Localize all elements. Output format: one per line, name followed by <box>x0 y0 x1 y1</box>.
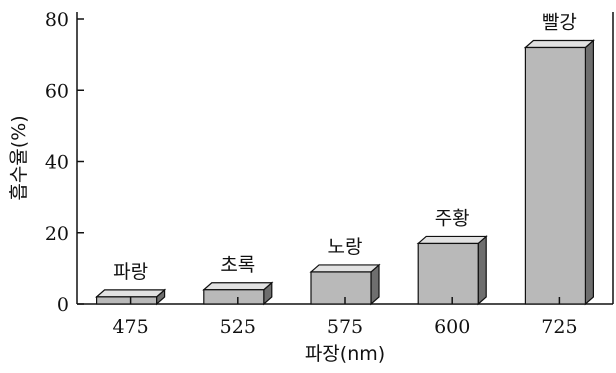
bar <box>416 235 488 306</box>
y-axis-title: 흡수율(%) <box>8 115 30 200</box>
bar-front-face <box>417 242 479 305</box>
bar-top-face <box>202 282 274 291</box>
bar-front-face <box>95 296 158 305</box>
bar-front-face <box>310 271 372 305</box>
x-axis-title: 파장(nm) <box>305 343 385 365</box>
bar-front-face <box>203 289 265 305</box>
x-tick-label: 475 <box>112 316 148 338</box>
bar-top-face <box>309 264 381 273</box>
x-tick-label: 725 <box>541 316 577 338</box>
bar <box>95 288 167 306</box>
y-ticks: 0 20 40 60 80 <box>45 9 84 316</box>
bar-top-face <box>523 39 595 49</box>
bar-color-label: 초록 <box>220 254 255 276</box>
bar <box>309 263 381 306</box>
x-tick-label: 575 <box>327 316 363 338</box>
bars: 파랑 초록 노랑 주황 빨강 <box>95 12 595 306</box>
bar <box>202 281 274 306</box>
bar-color-label: 주황 <box>435 207 470 229</box>
plot-area: 0 20 40 60 80 파랑 초록 노랑 주황 빨강 475 525 575 600 725 <box>45 9 614 338</box>
y-tick-label: 60 <box>45 80 69 102</box>
x-tick-label: 600 <box>434 316 470 338</box>
y-tick-label: 0 <box>57 294 69 316</box>
bar-side-face <box>477 235 487 306</box>
y-tick-label: 20 <box>45 223 69 245</box>
bar-color-label: 파랑 <box>113 261 148 283</box>
y-tick-label: 80 <box>45 9 69 31</box>
bar-top-face <box>95 289 167 298</box>
bar-top-face <box>416 235 488 245</box>
bar-color-label: 빨강 <box>542 12 577 34</box>
bar-color-label: 노랑 <box>328 236 363 258</box>
bar-front-face <box>524 46 587 305</box>
y-tick-label: 40 <box>45 152 69 174</box>
bar <box>523 39 595 306</box>
x-ticks: 475 525 575 600 725 <box>112 297 578 338</box>
bar-side-face <box>584 39 595 306</box>
x-tick-label: 525 <box>220 316 256 338</box>
